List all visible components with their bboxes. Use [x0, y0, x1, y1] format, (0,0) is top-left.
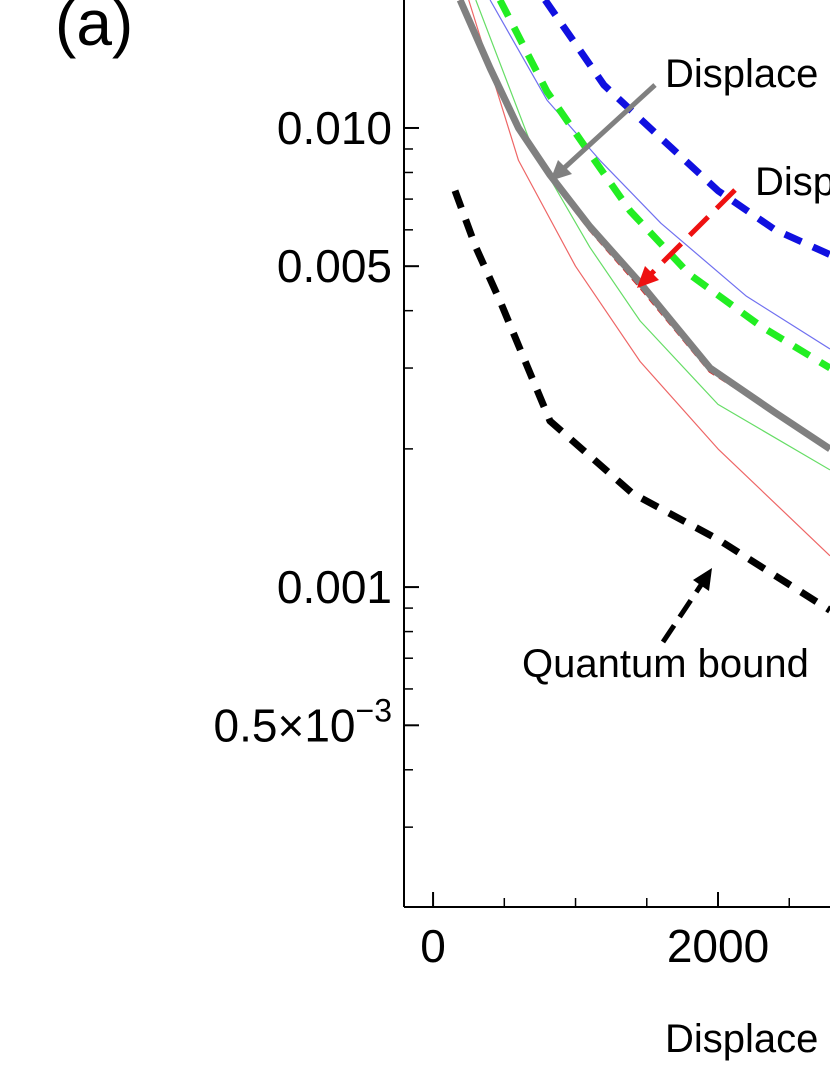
annotation: Displace	[665, 1017, 818, 1061]
annotation: Quantum bound	[522, 642, 809, 686]
y-tick-text: 0.5×10	[214, 699, 356, 751]
y-tick-label: 0.005	[277, 240, 392, 292]
panel-label: (a)	[55, 0, 133, 59]
series-line	[489, 0, 830, 350]
series-line	[496, 0, 830, 371]
x-tick-label: 2000	[667, 920, 769, 972]
series-line	[456, 0, 830, 452]
series-line	[475, 0, 830, 471]
y-tick-text: 0.010	[277, 102, 392, 154]
arrow-shaft	[560, 83, 657, 172]
arrow-shaft	[660, 580, 706, 644]
arrow-head	[693, 568, 712, 591]
series-line	[542, 0, 830, 258]
y-tick-label: 0.010	[277, 102, 392, 154]
annotation: Disp	[755, 160, 830, 204]
y-tick-text: 0.005	[277, 240, 392, 292]
arrow-shaft	[648, 188, 737, 277]
annotation: Displace	[665, 52, 818, 96]
y-tick-text: 0.001	[277, 561, 392, 613]
x-tick-label: 0	[420, 920, 446, 972]
y-tick-exponent: −3	[356, 692, 392, 728]
arrow-head	[550, 160, 572, 181]
y-tick-label: 0.5×10−3	[214, 692, 392, 751]
series-line	[451, 189, 830, 614]
arrow-head	[637, 266, 659, 288]
series-line	[468, 0, 830, 557]
plot-area	[451, 0, 830, 614]
y-tick-label: 0.001	[277, 561, 392, 613]
